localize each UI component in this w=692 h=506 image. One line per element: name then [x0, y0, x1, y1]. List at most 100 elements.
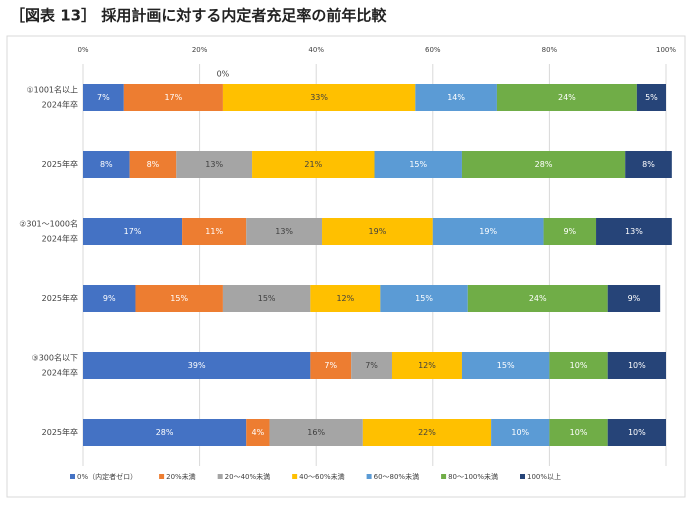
legend-swatch: [292, 474, 298, 479]
bar-segment: [549, 352, 608, 379]
y-tick-label: 2024年卒: [42, 368, 78, 378]
bar-segment: [625, 151, 672, 178]
bar-segment: [310, 352, 352, 379]
y-tick-label: ③300名以下: [32, 353, 78, 363]
x-tick-label: 40%: [308, 46, 324, 54]
data-label: 9%: [628, 294, 641, 303]
bar-segment: [636, 84, 666, 111]
bar-segment: [83, 352, 311, 379]
bar-segment: [135, 285, 223, 312]
chart-title: ［図表 13］ 採用計画に対する内定者充足率の前年比較: [10, 7, 387, 25]
data-label: 15%: [170, 294, 188, 303]
data-label: 14%: [447, 93, 465, 102]
legend-swatch: [217, 474, 223, 479]
bar-segment: [415, 84, 497, 111]
bar-segment: [269, 419, 363, 446]
bar-segment: [176, 151, 253, 178]
bar-segment: [252, 151, 375, 178]
y-tick-label: 2025年卒: [42, 293, 78, 303]
bar-segment: [310, 285, 381, 312]
bar-segment: [129, 151, 177, 178]
y-tick-label: ①1001名以上: [26, 85, 78, 95]
data-label: 21%: [304, 160, 322, 169]
data-label: 10%: [511, 428, 529, 437]
legend-swatch: [159, 474, 165, 479]
data-label: 13%: [625, 227, 643, 236]
y-tick-label: 2025年卒: [42, 159, 78, 169]
bar-segment: [374, 151, 462, 178]
data-label: 33%: [310, 93, 328, 102]
bar-segment: [182, 218, 247, 245]
bar-segment: [322, 218, 433, 245]
data-label: 24%: [558, 93, 576, 102]
bar-segment: [246, 419, 270, 446]
bar-segment: [391, 352, 462, 379]
bar-segment: [491, 419, 550, 446]
data-label: 12%: [336, 294, 354, 303]
data-label: 15%: [409, 160, 427, 169]
data-label: 19%: [369, 227, 387, 236]
data-label: 10%: [570, 428, 588, 437]
legend-label: 0%（内定者ゼロ）: [77, 472, 137, 481]
bar-segment: [351, 352, 392, 379]
data-label: 10%: [628, 428, 646, 437]
legend-label: 100%以上: [527, 472, 561, 481]
data-label: 7%: [365, 361, 378, 370]
bar-segment: [83, 84, 124, 111]
data-label: 28%: [535, 160, 553, 169]
legend-swatch: [520, 474, 525, 479]
bar-segment: [607, 285, 661, 312]
data-label: 8%: [100, 160, 113, 169]
data-label: 8%: [642, 160, 655, 169]
data-label: 12%: [418, 361, 436, 370]
x-tick-label: 20%: [192, 46, 208, 54]
bar-segment: [83, 218, 183, 245]
data-label: 22%: [418, 428, 436, 437]
y-tick-label: 2024年卒: [42, 100, 78, 110]
data-label: 28%: [156, 428, 174, 437]
x-tick-label: 80%: [542, 46, 558, 54]
data-label: 7%: [324, 361, 337, 370]
bar-segment: [543, 218, 597, 245]
data-label: 15%: [415, 294, 433, 303]
data-label: 19%: [479, 227, 497, 236]
bar-segment: [596, 218, 672, 245]
bar-segment: [380, 285, 468, 312]
bar-segment: [607, 352, 666, 379]
bar-segment: [362, 419, 492, 446]
data-label: 7%: [97, 93, 110, 102]
bar-segment: [83, 285, 136, 312]
legend-label: 80～100%未満: [448, 472, 498, 481]
data-label: 17%: [164, 93, 182, 102]
data-label: 15%: [497, 361, 515, 370]
data-label: 10%: [628, 361, 646, 370]
data-label: 17%: [124, 227, 142, 236]
data-label: 11%: [205, 227, 223, 236]
bar-segment: [246, 218, 323, 245]
bar-segment: [432, 218, 544, 245]
y-tick-label: 2025年卒: [42, 427, 78, 437]
x-tick-label: 60%: [425, 46, 441, 54]
data-label: 5%: [645, 93, 658, 102]
data-label: 13%: [205, 160, 223, 169]
bar-segment: [496, 84, 637, 111]
data-label: 39%: [188, 361, 206, 370]
bar-segment: [549, 419, 608, 446]
legend-label: 40～60%未満: [299, 472, 344, 481]
y-tick-label: 2024年卒: [42, 234, 78, 244]
legend-swatch: [366, 474, 372, 479]
data-label: 9%: [103, 294, 116, 303]
x-tick-label: 100%: [656, 46, 676, 54]
bar-segment: [123, 84, 223, 111]
data-label: 24%: [529, 294, 547, 303]
legend-swatch: [70, 474, 75, 479]
bar-segment: [222, 285, 311, 312]
bar-segment: [83, 419, 247, 446]
legend-label: 20%未満: [166, 472, 196, 481]
data-label: 16%: [307, 428, 325, 437]
x-tick-label: 0%: [77, 46, 88, 54]
data-label: 9%: [563, 227, 576, 236]
bar-segment: [461, 151, 626, 178]
data-label: 0%: [217, 70, 230, 79]
